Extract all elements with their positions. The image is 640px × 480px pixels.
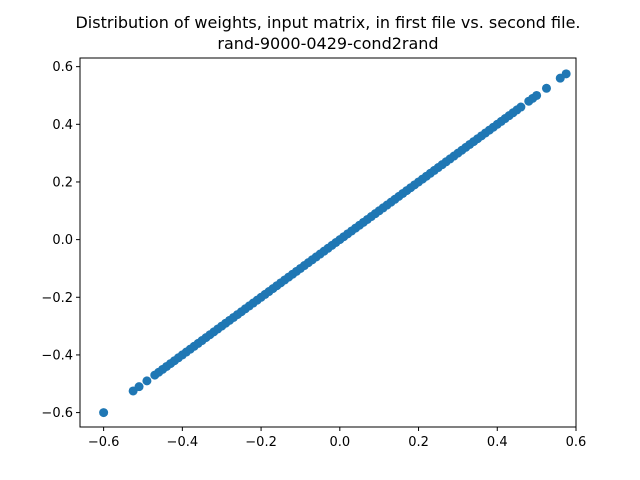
data-point [99, 408, 109, 418]
y-tick-label: −0.4 [41, 348, 73, 363]
x-axis-ticks: −0.6 −0.4 −0.2 0.0 0.2 0.4 0.6 [88, 427, 587, 450]
y-tick-label: −0.6 [41, 406, 73, 421]
data-point [142, 376, 152, 386]
y-tick-label: 0.6 [52, 60, 73, 75]
data-point [561, 69, 571, 79]
data-points [99, 69, 571, 418]
y-tick-label: −0.2 [41, 291, 73, 306]
chart-title-line-2: rand-9000-0429-cond2rand [217, 34, 438, 53]
y-tick-label: 0.0 [52, 233, 73, 248]
chart-title-line-1: Distribution of weights, input matrix, i… [75, 13, 580, 32]
data-point [541, 83, 551, 93]
y-tick-label: 0.4 [52, 118, 73, 133]
data-point [516, 102, 526, 112]
axes-frame [79, 57, 577, 428]
x-tick-label: −0.2 [245, 435, 277, 450]
x-tick-label: 0.0 [329, 435, 350, 450]
x-tick-label: 0.4 [487, 435, 508, 450]
data-point [532, 90, 542, 100]
data-point [134, 382, 144, 392]
y-tick-label: 0.2 [52, 175, 73, 190]
x-tick-label: −0.6 [88, 435, 120, 450]
x-tick-label: −0.4 [167, 435, 199, 450]
x-tick-label: 0.2 [408, 435, 429, 450]
x-tick-label: 0.6 [566, 435, 587, 450]
y-axis-ticks: −0.6 −0.4 −0.2 0.0 0.2 0.4 0.6 [41, 60, 80, 421]
